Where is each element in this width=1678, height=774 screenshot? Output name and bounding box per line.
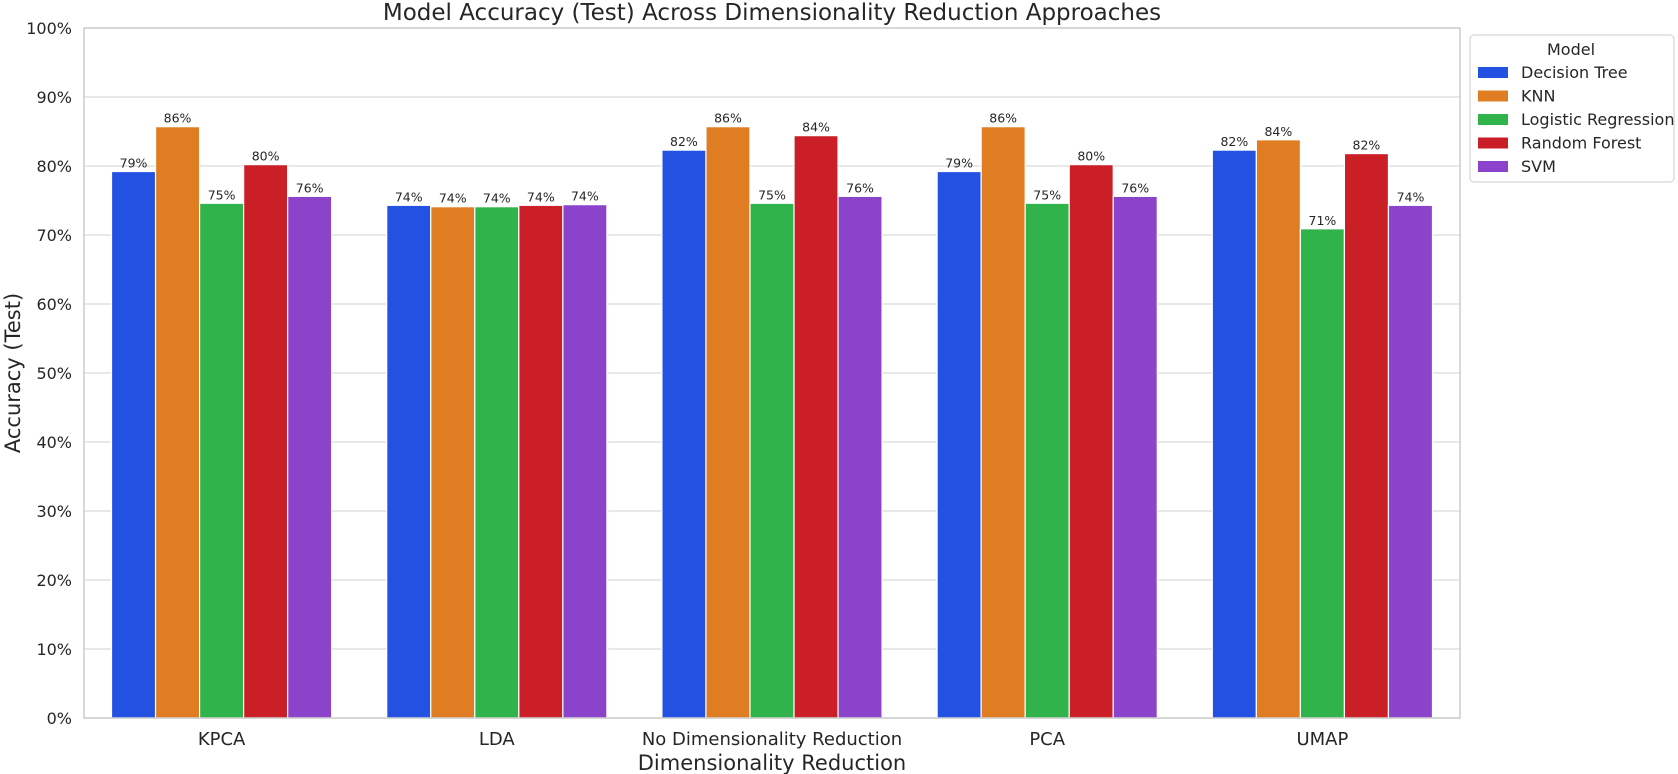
x-tick-label: LDA: [479, 729, 516, 750]
bar: [705, 126, 751, 719]
bar: [1387, 204, 1434, 719]
bar: [936, 170, 982, 719]
bar: [980, 126, 1026, 719]
y-tick-label: 80%: [36, 157, 72, 176]
data-label: 74%: [483, 191, 511, 206]
bar: [1024, 202, 1070, 719]
bar: [243, 164, 289, 719]
data-label: 75%: [1033, 187, 1061, 202]
y-tick-label: 40%: [36, 433, 72, 452]
data-label: 86%: [164, 111, 192, 126]
data-label: 79%: [120, 156, 148, 171]
data-label: 82%: [670, 134, 698, 149]
data-label: 80%: [252, 149, 280, 164]
data-label: 74%: [439, 191, 467, 206]
y-axis-ticks: 0% 10% 20% 30% 40% 50% 60% 70% 80% 90% 100%: [26, 19, 72, 728]
legend-label: Random Forest: [1521, 134, 1641, 153]
legend-swatch: [1478, 114, 1508, 125]
bar: [749, 202, 795, 719]
bar: [154, 126, 201, 719]
bar: [518, 204, 564, 719]
legend-label: SVM: [1521, 157, 1556, 176]
bar: [1343, 152, 1390, 719]
bar: [110, 170, 157, 719]
data-label: 76%: [846, 180, 874, 195]
y-tick-label: 50%: [36, 364, 72, 383]
data-label: 74%: [527, 189, 555, 204]
chart-title: Model Accuracy (Test) Across Dimensional…: [383, 0, 1161, 26]
data-label: 76%: [1121, 180, 1149, 195]
data-label: 84%: [1264, 124, 1292, 139]
data-labels: 79% 86% 75% 80% 76% 74% 74% 74% 74% 74% 82% 86% 75% 8…: [120, 111, 1425, 228]
x-axis-label: Dimensionality Reduction: [638, 751, 906, 774]
legend: Model Decision Tree KNN Logistic Regressio…: [1469, 34, 1675, 183]
data-label: 86%: [714, 111, 742, 126]
legend-swatch: [1478, 67, 1508, 78]
x-tick-label: No Dimensionality Reduction: [642, 729, 902, 750]
y-tick-label: 0%: [47, 709, 72, 728]
data-label: 79%: [945, 156, 973, 171]
data-label: 86%: [989, 111, 1017, 126]
y-tick-label: 100%: [26, 19, 72, 38]
x-tick-label: PCA: [1029, 729, 1065, 750]
data-label: 74%: [1397, 189, 1425, 204]
data-label: 82%: [1220, 134, 1248, 149]
data-label: 75%: [758, 187, 786, 202]
bar: [386, 204, 432, 719]
data-label: 76%: [296, 180, 324, 195]
bar: [287, 195, 333, 719]
bar: [198, 202, 245, 719]
bar: [1112, 195, 1158, 719]
bar: [1211, 149, 1257, 719]
data-label: 74%: [395, 189, 423, 204]
plot-frame: [83, 27, 1461, 719]
bars: [110, 126, 1434, 719]
legend-label: KNN: [1521, 87, 1555, 106]
y-tick-label: 70%: [36, 226, 72, 245]
x-tick-label: KPCA: [198, 729, 246, 750]
bar: [793, 135, 839, 719]
data-label: 80%: [1077, 149, 1105, 164]
data-label: 74%: [571, 189, 599, 204]
bar: [1068, 164, 1114, 719]
bar: [1255, 139, 1301, 719]
y-tick-label: 60%: [36, 295, 72, 314]
bar: [1299, 228, 1346, 719]
y-tick-label: 30%: [36, 502, 72, 521]
bar: [562, 204, 608, 719]
y-tick-label: 10%: [36, 640, 72, 659]
bar: [474, 206, 520, 719]
data-label: 82%: [1353, 138, 1381, 153]
legend-box: [1469, 34, 1675, 183]
data-label: 84%: [802, 120, 830, 135]
bar: [837, 195, 883, 719]
data-label: 75%: [208, 187, 236, 202]
legend-label: Logistic Regression: [1521, 110, 1674, 129]
data-label: 71%: [1309, 213, 1337, 228]
legend-label: Decision Tree: [1521, 63, 1628, 82]
bar: [661, 149, 707, 719]
x-axis-ticks: KPCA LDA No Dimensionality Reduction PCA UMA…: [198, 729, 1349, 750]
y-tick-label: 20%: [36, 571, 72, 590]
bar: [430, 206, 476, 719]
legend-title: Model: [1547, 40, 1595, 59]
legend-swatch: [1478, 90, 1508, 102]
y-tick-label: 90%: [36, 88, 72, 107]
y-axis-label: Accuracy (Test): [1, 293, 25, 453]
legend-swatch: [1478, 161, 1508, 172]
legend-swatch: [1478, 137, 1508, 149]
x-tick-label: UMAP: [1296, 729, 1348, 750]
